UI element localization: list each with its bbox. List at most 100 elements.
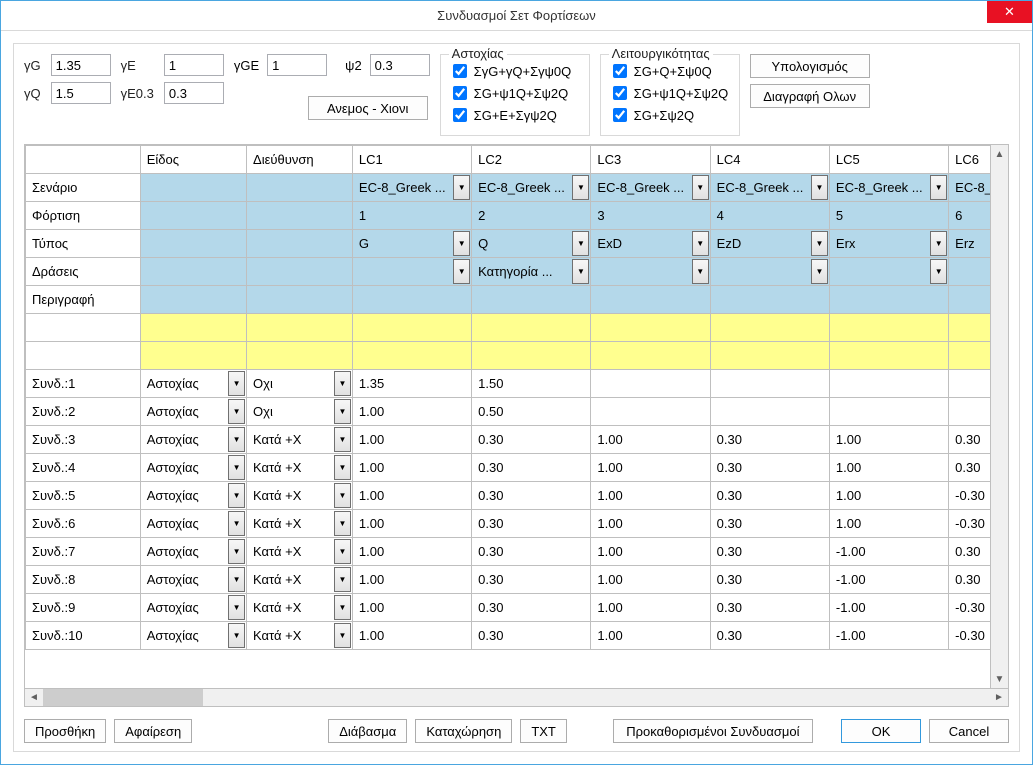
grid-cell[interactable]: 0.30: [472, 538, 591, 566]
grid-cell[interactable]: Κατά +X▼: [247, 538, 353, 566]
grid-cell[interactable]: -1.00: [829, 566, 948, 594]
grid-cell[interactable]: Συνδ.:10: [26, 622, 141, 650]
scroll-right-icon[interactable]: ►: [990, 689, 1008, 706]
dropdown-icon[interactable]: ▼: [228, 623, 245, 648]
dropdown-icon[interactable]: ▼: [334, 539, 351, 564]
grid-cell[interactable]: -1.00: [829, 622, 948, 650]
read-button[interactable]: Διάβασμα: [328, 719, 407, 743]
grid-cell[interactable]: Κατά +X▼: [247, 426, 353, 454]
grid-cell[interactable]: 1.00: [591, 454, 710, 482]
grid-cell[interactable]: 1.00: [829, 454, 948, 482]
grid-cell[interactable]: [472, 314, 591, 342]
grid-cell[interactable]: 0.30: [710, 566, 829, 594]
grid-cell[interactable]: Δράσεις: [26, 258, 141, 286]
grid-cell[interactable]: 0.30: [472, 454, 591, 482]
grid-cell[interactable]: Φόρτιση: [26, 202, 141, 230]
grid-cell[interactable]: 1.00: [829, 510, 948, 538]
grid-cell[interactable]: Συνδ.:1: [26, 370, 141, 398]
grid-cell[interactable]: 1.00: [591, 594, 710, 622]
grid-cell[interactable]: [472, 342, 591, 370]
chk-fail-3[interactable]: [453, 108, 467, 122]
grid-cell[interactable]: Κατηγορία ...▼: [472, 258, 591, 286]
grid-cell[interactable]: EzD▼: [710, 230, 829, 258]
dropdown-icon[interactable]: ▼: [334, 371, 351, 396]
dropdown-icon[interactable]: ▼: [572, 259, 589, 284]
chk-fail-2[interactable]: [453, 86, 467, 100]
grid-cell[interactable]: Αστοχίας▼: [140, 426, 246, 454]
grid-cell[interactable]: 0.30: [710, 454, 829, 482]
grid-cell[interactable]: 0.30: [710, 510, 829, 538]
grid-cell[interactable]: [591, 314, 710, 342]
grid-cell[interactable]: [710, 314, 829, 342]
grid-cell[interactable]: 1.00: [352, 398, 471, 426]
grid-cell[interactable]: 1.00: [829, 426, 948, 454]
defaults-button[interactable]: Προκαθορισμένοι Συνδυασμοί: [613, 719, 813, 743]
input-gQ[interactable]: [51, 82, 111, 104]
grid-cell[interactable]: [710, 370, 829, 398]
grid-cell[interactable]: ▼: [710, 258, 829, 286]
dropdown-icon[interactable]: ▼: [228, 567, 245, 592]
grid-cell[interactable]: 1.00: [591, 622, 710, 650]
dropdown-icon[interactable]: ▼: [930, 175, 947, 200]
grid-cell[interactable]: [247, 174, 353, 202]
grid-cell[interactable]: ExD▼: [591, 230, 710, 258]
dropdown-icon[interactable]: ▼: [692, 231, 709, 256]
grid-cell[interactable]: 0.30: [472, 510, 591, 538]
grid-cell[interactable]: [247, 202, 353, 230]
grid-cell[interactable]: 0.30: [472, 482, 591, 510]
grid-cell[interactable]: 0.30: [472, 622, 591, 650]
grid-cell[interactable]: [140, 258, 246, 286]
grid-cell[interactable]: Αστοχίας▼: [140, 622, 246, 650]
grid-cell[interactable]: Κατά +X▼: [247, 622, 353, 650]
grid-cell[interactable]: Συνδ.:6: [26, 510, 141, 538]
dropdown-icon[interactable]: ▼: [334, 483, 351, 508]
grid-cell[interactable]: -1.00: [829, 538, 948, 566]
dropdown-icon[interactable]: ▼: [453, 175, 470, 200]
grid-cell[interactable]: [140, 230, 246, 258]
input-gGE[interactable]: [267, 54, 327, 76]
dropdown-icon[interactable]: ▼: [228, 511, 245, 536]
dropdown-icon[interactable]: ▼: [334, 595, 351, 620]
grid-cell[interactable]: Τύπος: [26, 230, 141, 258]
grid-cell[interactable]: Οχι▼: [247, 370, 353, 398]
grid-cell[interactable]: Κατά +X▼: [247, 454, 353, 482]
save-button[interactable]: Καταχώρηση: [415, 719, 512, 743]
grid-cell[interactable]: [591, 398, 710, 426]
grid-cell[interactable]: ▼: [829, 258, 948, 286]
grid-cell[interactable]: 1.00: [352, 426, 471, 454]
grid-cell[interactable]: Κατά +X▼: [247, 594, 353, 622]
grid-cell[interactable]: 0.30: [472, 594, 591, 622]
ok-button[interactable]: OK: [841, 719, 921, 743]
grid-cell[interactable]: [140, 174, 246, 202]
grid-cell[interactable]: 1.00: [591, 426, 710, 454]
grid-cell[interactable]: [829, 370, 948, 398]
grid-cell[interactable]: 1.00: [591, 538, 710, 566]
grid-cell[interactable]: Συνδ.:9: [26, 594, 141, 622]
grid-cell[interactable]: 0.30: [710, 538, 829, 566]
dropdown-icon[interactable]: ▼: [453, 259, 470, 284]
scroll-left-icon[interactable]: ◄: [25, 689, 43, 706]
grid-cell[interactable]: EC-8_Greek ...▼: [352, 174, 471, 202]
grid-cell[interactable]: [352, 314, 471, 342]
data-grid[interactable]: Είδος Διεύθυνση LC1 LC2 LC3 LC4 LC5 LC6 …: [25, 145, 1008, 650]
grid-cell[interactable]: 0.30: [472, 426, 591, 454]
dropdown-icon[interactable]: ▼: [930, 259, 947, 284]
grid-cell[interactable]: [829, 398, 948, 426]
dropdown-icon[interactable]: ▼: [811, 231, 828, 256]
grid-cell[interactable]: 0.30: [710, 622, 829, 650]
chk-serv-3[interactable]: [613, 108, 627, 122]
grid-cell[interactable]: 2: [472, 202, 591, 230]
grid-cell[interactable]: [140, 286, 246, 314]
grid-cell[interactable]: -1.00: [829, 594, 948, 622]
grid-cell[interactable]: 1.50: [472, 370, 591, 398]
grid-cell[interactable]: 0.30: [710, 482, 829, 510]
grid-cell[interactable]: 3: [591, 202, 710, 230]
dropdown-icon[interactable]: ▼: [228, 371, 245, 396]
grid-cell[interactable]: [710, 342, 829, 370]
grid-cell[interactable]: Κατά +X▼: [247, 482, 353, 510]
grid-cell[interactable]: EC-8_Greek ...▼: [829, 174, 948, 202]
grid-cell[interactable]: Περιγραφή: [26, 286, 141, 314]
chk-fail-1[interactable]: [453, 64, 467, 78]
input-gE[interactable]: [164, 54, 224, 76]
grid-cell[interactable]: Αστοχίας▼: [140, 538, 246, 566]
